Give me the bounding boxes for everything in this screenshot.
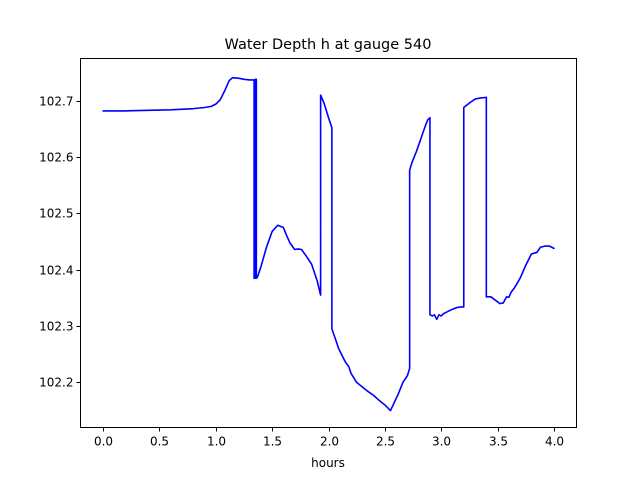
x-axis-label: hours [311,456,345,470]
x-tick-label: 4.0 [545,435,564,449]
x-tick-label: 0.0 [94,435,113,449]
x-tick-label: 1.0 [207,435,226,449]
y-axis: 102.2 102.3 102.4 102.5 102.6 102.7 [39,95,81,390]
y-tick-label: 102.5 [39,207,73,221]
x-tick-label: 0.5 [150,435,169,449]
x-tick-label: 2.0 [320,435,339,449]
y-tick-label: 102.2 [39,376,73,390]
y-tick-label: 102.3 [39,320,73,334]
x-axis: 0.0 0.5 1.0 1.5 2.0 2.5 3.0 3.5 4.0 [94,427,564,449]
y-tick-label: 102.4 [39,264,73,278]
y-tick-label: 102.6 [39,151,73,165]
x-tick-label: 1.5 [263,435,282,449]
x-tick-label: 2.5 [376,435,395,449]
x-tick-label: 3.0 [432,435,451,449]
chart-title: Water Depth h at gauge 540 [225,37,432,53]
series-line [102,76,555,412]
x-tick-label: 3.5 [489,435,508,449]
plot-frame [80,58,577,428]
y-tick-label: 102.7 [39,95,73,109]
